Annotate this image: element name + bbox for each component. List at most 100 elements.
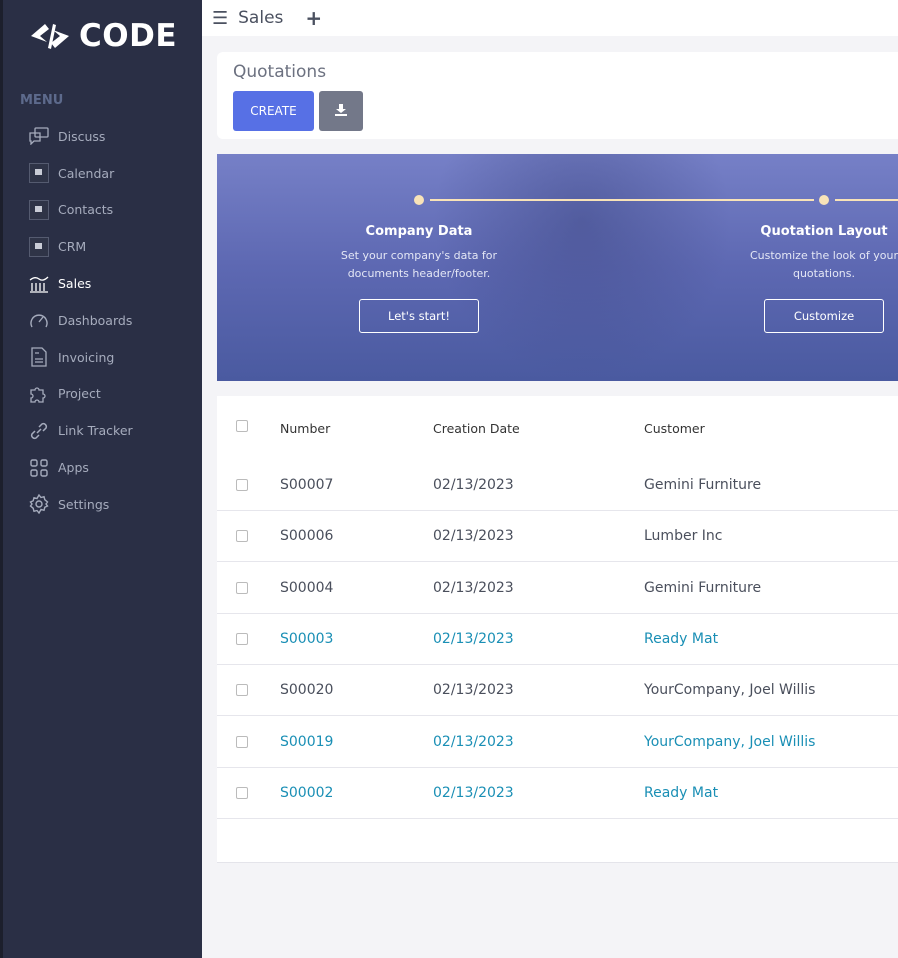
creation-date: 02/13/2023 xyxy=(433,528,514,545)
download-icon xyxy=(335,103,347,116)
sidebar-item-apps[interactable]: Apps xyxy=(29,449,199,486)
customize-button[interactable]: Customize xyxy=(764,299,884,333)
hamburger-menu-icon[interactable]: ☰ xyxy=(212,7,229,29)
row-checkbox[interactable] xyxy=(236,479,248,491)
sidebar-item-label: Calendar xyxy=(58,165,115,181)
quotation-number: S00006 xyxy=(280,528,334,545)
row-checkbox[interactable] xyxy=(236,735,248,748)
add-tab-button[interactable]: + xyxy=(305,6,323,30)
sidebar-item-label: Settings xyxy=(58,496,110,512)
sidebar-item-dashboards[interactable]: Dashboards xyxy=(29,302,199,339)
table-row[interactable]: S00006 02/13/2023 Lumber Inc xyxy=(217,511,898,563)
sidebar-item-label: Link Tracker xyxy=(58,423,133,439)
puzzle-icon xyxy=(29,384,49,404)
sidebar-item-contacts[interactable]: Contacts xyxy=(29,192,199,229)
header-number[interactable]: Number xyxy=(280,420,331,436)
step-line xyxy=(430,199,814,201)
creation-date: 02/13/2023 xyxy=(433,784,514,801)
customer: Ready Mat xyxy=(644,630,719,647)
customer: Gemini Furniture xyxy=(644,579,762,596)
step-quotation-layout: Quotation Layout Customize the look of y… xyxy=(694,224,898,333)
menu-title: MENU xyxy=(20,93,64,108)
sidebar-item-invoicing[interactable]: Invoicing xyxy=(29,339,199,376)
quotations-table: Number Creation Date Customer S00007 02/1… xyxy=(217,396,898,862)
step-dot xyxy=(819,195,829,205)
onboarding-banner: Company Data Set your company's data for… xyxy=(217,154,898,381)
quotation-number: S00003 xyxy=(280,630,334,647)
sidebar-item-label: Sales xyxy=(58,276,92,292)
step-desc: documents header/footer. xyxy=(347,267,491,280)
sidebar-item-label: Dashboards xyxy=(58,312,133,328)
link-icon xyxy=(29,421,49,441)
row-checkbox[interactable] xyxy=(236,530,248,543)
quotation-number: S00004 xyxy=(280,579,334,596)
creation-date: 02/13/2023 xyxy=(433,630,514,647)
quotation-number: S00002 xyxy=(280,784,334,801)
sidebar-item-link-tracker[interactable]: Link Tracker xyxy=(29,412,199,449)
customer: YourCompany, Joel Willis xyxy=(644,733,816,750)
topbar: ☰ Sales + xyxy=(202,0,898,36)
chat-icon xyxy=(29,126,49,146)
sidebar-item-calendar[interactable]: Calendar xyxy=(29,155,199,192)
customer: YourCompany, Joel Willis xyxy=(644,682,816,699)
sidebar-item-label: Discuss xyxy=(58,128,106,144)
sidebar-item-label: Apps xyxy=(58,460,89,476)
sidebar-nav: Discuss Calendar Contacts CRM Sales Dashboard… xyxy=(29,118,199,523)
sidebar-item-settings[interactable]: Settings xyxy=(29,486,199,523)
app-placeholder-icon xyxy=(29,163,49,184)
bank-chart-icon xyxy=(29,274,49,294)
customer: Lumber Inc xyxy=(644,528,723,545)
step-desc: quotations. xyxy=(792,267,856,280)
app-placeholder-icon xyxy=(29,199,49,220)
table-row[interactable]: S00003 02/13/2023 Ready Mat xyxy=(217,614,898,665)
table-row[interactable]: S00004 02/13/2023 Gemini Furniture xyxy=(217,563,898,614)
invoice-icon xyxy=(29,347,49,367)
grid-icon xyxy=(29,458,49,478)
table-row[interactable]: S00007 02/13/2023 Gemini Furniture xyxy=(217,460,898,511)
sidebar-item-discuss[interactable]: Discuss xyxy=(29,118,199,155)
app-title: Sales xyxy=(238,8,284,28)
step-dot xyxy=(414,195,424,205)
step-company-data: Company Data Set your company's data for… xyxy=(289,224,549,333)
select-all-checkbox[interactable] xyxy=(236,420,248,432)
quotation-number: S00020 xyxy=(280,682,334,699)
table-header: Number Creation Date Customer xyxy=(217,396,898,460)
speedometer-icon xyxy=(29,310,49,330)
quotation-number: S00007 xyxy=(280,477,334,493)
sidebar-item-project[interactable]: Project xyxy=(29,376,199,413)
row-checkbox[interactable] xyxy=(236,581,248,594)
sidebar: CODE MENU Discuss Calendar Contacts CRM Sale… xyxy=(0,0,202,958)
creation-date: 02/13/2023 xyxy=(433,682,514,699)
sidebar-item-label: Project xyxy=(58,386,101,402)
sidebar-item-sales[interactable]: Sales xyxy=(29,265,199,302)
row-checkbox[interactable] xyxy=(236,684,248,697)
customer: Gemini Furniture xyxy=(644,477,762,493)
row-checkbox[interactable] xyxy=(236,632,248,645)
sidebar-item-label: Contacts xyxy=(58,202,114,218)
step-title: Quotation Layout xyxy=(760,224,888,239)
table-row[interactable]: S00002 02/13/2023 Ready Mat xyxy=(217,768,898,819)
control-panel: Quotations CREATE xyxy=(217,52,898,139)
create-button[interactable]: CREATE xyxy=(233,91,314,131)
quotation-number: S00019 xyxy=(280,733,334,750)
customer: Ready Mat xyxy=(644,784,719,801)
creation-date: 02/13/2023 xyxy=(433,477,514,493)
header-customer[interactable]: Customer xyxy=(644,420,705,436)
sidebar-item-crm[interactable]: CRM xyxy=(29,228,199,265)
creation-date: 02/13/2023 xyxy=(433,733,514,750)
download-button[interactable] xyxy=(319,91,363,131)
step-desc: Customize the look of your xyxy=(749,249,898,262)
brand-name: CODE xyxy=(79,18,178,54)
table-footer xyxy=(217,862,898,950)
step-desc: Set your company's data for xyxy=(340,249,498,262)
lets-start-button[interactable]: Let's start! xyxy=(359,299,479,333)
logo[interactable]: CODE xyxy=(29,18,177,54)
app-placeholder-icon xyxy=(29,236,49,257)
row-checkbox[interactable] xyxy=(236,786,248,799)
table-row[interactable]: S00020 02/13/2023 YourCompany, Joel Willis xyxy=(217,665,898,717)
code-logo-icon xyxy=(31,24,69,49)
sidebar-item-label: Invoicing xyxy=(58,349,115,365)
table-row[interactable]: S00019 02/13/2023 YourCompany, Joel Willis xyxy=(217,717,898,768)
header-creation-date[interactable]: Creation Date xyxy=(433,420,520,436)
page-title: Quotations xyxy=(233,62,327,82)
